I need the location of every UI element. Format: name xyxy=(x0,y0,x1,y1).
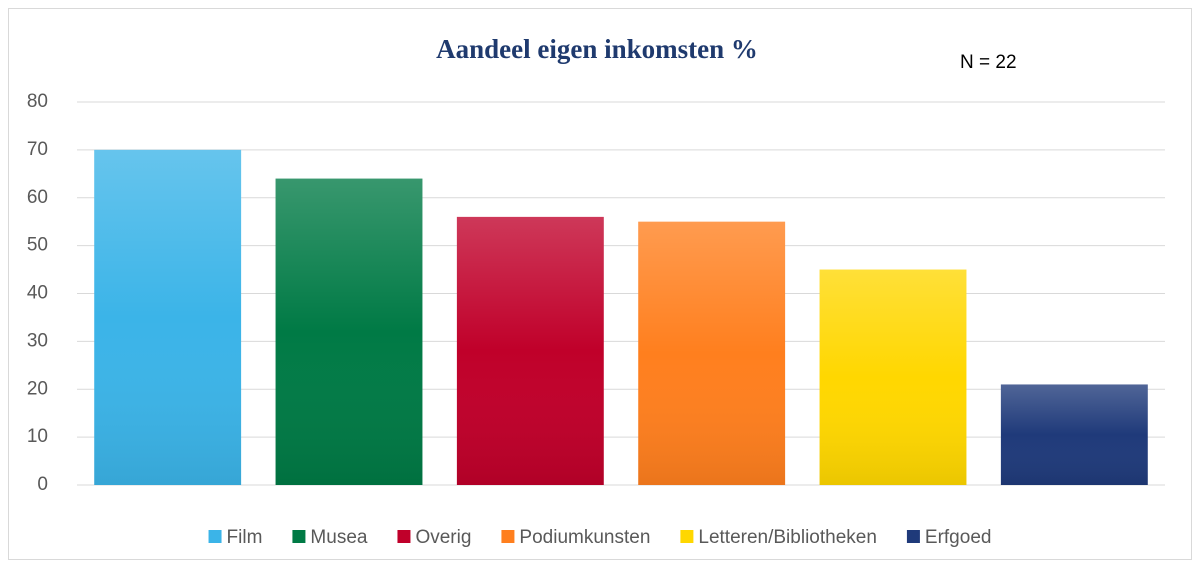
legend-swatch xyxy=(397,530,411,543)
y-tick-label: 80 xyxy=(27,91,48,112)
legend-swatch xyxy=(208,530,222,543)
bar-shine xyxy=(456,216,604,485)
y-tick-label: 50 xyxy=(27,235,48,256)
y-tick-label: 20 xyxy=(27,378,48,399)
legend-label: Film xyxy=(227,527,263,548)
chart-title: Aandeel eigen inkomsten % xyxy=(436,34,758,64)
y-tick-label: 0 xyxy=(37,474,48,495)
legend-label: Podiumkunsten xyxy=(519,527,650,548)
bar-shine xyxy=(638,221,786,485)
y-tick-label: 40 xyxy=(27,283,48,304)
y-tick-label: 60 xyxy=(27,187,48,208)
legend-swatch xyxy=(501,530,515,543)
bar-shine xyxy=(1000,384,1148,485)
legend-swatch xyxy=(906,530,920,543)
y-tick-label: 70 xyxy=(27,139,48,160)
legend-label: Letteren/Bibliotheken xyxy=(698,527,877,548)
bar-shine xyxy=(819,269,967,485)
y-tick-label: 30 xyxy=(27,330,48,351)
y-tick-label: 10 xyxy=(27,426,48,447)
legend-swatch xyxy=(292,530,306,543)
legend-label: Overig xyxy=(415,527,471,548)
annotation: N = 22 xyxy=(960,52,1017,73)
legend-swatch xyxy=(680,530,694,543)
legend-label: Erfgoed xyxy=(925,527,992,548)
bar-shine xyxy=(94,149,242,485)
bar-shine xyxy=(275,178,423,485)
legend-label: Musea xyxy=(310,527,367,548)
